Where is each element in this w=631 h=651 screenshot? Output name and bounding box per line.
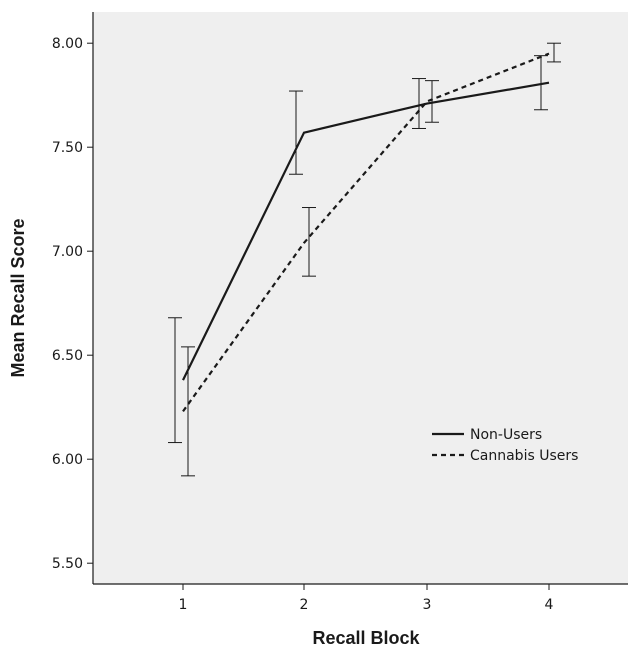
series-layer	[168, 42, 561, 477]
error-bar-non-users	[412, 78, 426, 129]
legend-label-cannabis-users: Cannabis Users	[470, 448, 578, 464]
error-bar-cannabis-users	[302, 207, 316, 277]
y-tick-label: 6.50	[52, 348, 83, 364]
y-tick-label: 5.50	[52, 556, 83, 572]
error-bar-non-users	[168, 317, 182, 444]
legend-label-non-users: Non-Users	[470, 427, 542, 443]
y-axis-title: Mean Recall Score	[8, 218, 28, 377]
y-tick-label: 8.00	[52, 36, 83, 52]
x-axis-title: Recall Block	[312, 628, 420, 648]
series-line-non-users	[182, 81, 550, 381]
x-tick-label: 2	[300, 597, 309, 613]
error-bar-non-users	[289, 90, 303, 175]
plot-background	[93, 12, 628, 584]
y-axis-ticks: 5.50 6.00 6.50 7.00 7.50 8.00	[52, 36, 93, 572]
x-axis-ticks: 1 2 3 4	[179, 584, 554, 613]
error-bar-cannabis-users	[425, 80, 439, 123]
series-line-cannabis-users	[182, 52, 550, 413]
error-bar-cannabis-users	[547, 42, 561, 63]
y-tick-label: 6.00	[52, 452, 83, 468]
legend: Non-Users Cannabis Users	[432, 427, 578, 464]
x-tick-label: 4	[545, 597, 554, 613]
error-bar-cannabis-users	[181, 346, 195, 477]
y-tick-label: 7.50	[52, 140, 83, 156]
x-tick-label: 3	[423, 597, 432, 613]
y-tick-label: 7.00	[52, 244, 83, 260]
x-tick-label: 1	[179, 597, 188, 613]
